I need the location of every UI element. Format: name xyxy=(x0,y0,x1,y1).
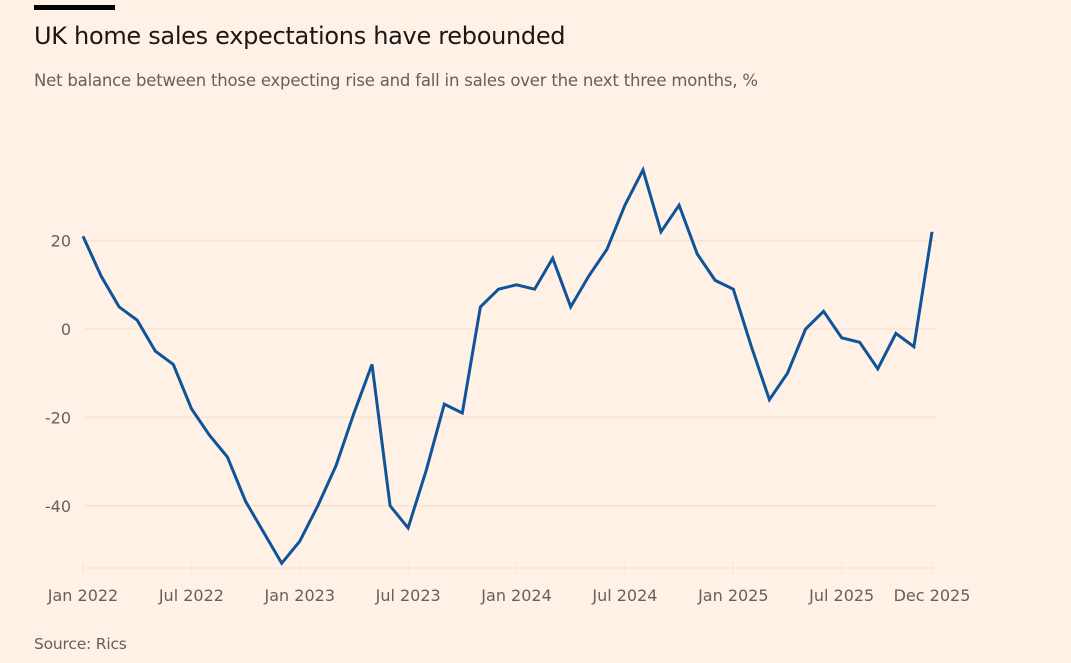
y-tick-label: -20 xyxy=(45,408,71,427)
x-tick-label: Jan 2022 xyxy=(47,586,118,605)
data-point: Jun 2022: -8 xyxy=(169,360,177,368)
data-point: Jul 2023: -45 xyxy=(404,524,412,532)
data-point: Sep 2023: -17 xyxy=(440,400,448,408)
data-point: Nov 2024: 17 xyxy=(693,250,701,258)
data-point: May 2023: -8 xyxy=(368,360,376,368)
data-point: Oct 2022: -39 xyxy=(242,497,250,505)
data-point: May 2025: 0 xyxy=(802,325,810,333)
data-point: Jun 2025: 4 xyxy=(820,307,828,315)
data-point: Sep 2024: 22 xyxy=(657,228,665,236)
data-point: Feb 2022: 12 xyxy=(97,272,105,280)
data-point: Aug 2024: 36 xyxy=(639,166,647,174)
data-point: Dec 2022: -53 xyxy=(278,559,286,567)
data-point: Jan 2023: -48 xyxy=(296,537,304,545)
x-tick-label: Dec 2025 xyxy=(894,586,971,605)
x-tick-label: Jan 2024 xyxy=(480,586,551,605)
series-line xyxy=(81,165,934,566)
y-tick-label: 20 xyxy=(51,232,71,251)
data-point: Dec 2023: 9 xyxy=(494,285,502,293)
data-point: May 2024: 12 xyxy=(585,272,593,280)
data-point: Sep 2022: -29 xyxy=(224,453,232,461)
data-point: Aug 2022: -24 xyxy=(205,431,213,439)
data-point: Jul 2025: -2 xyxy=(838,334,846,342)
data-point: Jul 2022: -18 xyxy=(187,405,195,413)
source-note: Source: Rics xyxy=(34,635,127,653)
y-tick-label: 0 xyxy=(61,320,71,339)
chart-title: UK home sales expectations have rebounde… xyxy=(34,22,566,50)
data-point: Feb 2024: 9 xyxy=(531,285,539,293)
data-point: Jul 2024: 28 xyxy=(621,201,629,209)
x-tick-label: Jul 2023 xyxy=(375,586,441,605)
series-layer: Jan 2022: 21 Feb 2022: 12 Mar 2022: 5 Apr 2… xyxy=(79,165,936,567)
data-point: Jan 2024: 10 xyxy=(513,281,521,289)
data-point: Aug 2025: -3 xyxy=(856,338,864,346)
data-point: May 2022: -5 xyxy=(151,347,159,355)
x-tick-label: Jul 2024 xyxy=(591,586,657,605)
x-axis-ticks: Jan 2022 Jul 2022 Jan 2023 Jul 2023 Jan 2024… xyxy=(47,562,971,605)
data-point: Mar 2024: 16 xyxy=(549,254,557,262)
x-tick-label: Jan 2023 xyxy=(264,586,335,605)
data-point: Nov 2025: -4 xyxy=(910,343,918,351)
data-point: Jun 2024: 18 xyxy=(603,245,611,253)
data-point: Oct 2023: -19 xyxy=(458,409,466,417)
gridlines xyxy=(85,239,936,569)
data-point: Feb 2025: -4 xyxy=(747,343,755,351)
data-point: Mar 2023: -31 xyxy=(332,462,340,470)
y-tick-label: -40 xyxy=(45,497,71,516)
data-point: Apr 2024: 5 xyxy=(567,303,575,311)
data-point: Sep 2025: -9 xyxy=(874,365,882,373)
data-point: Apr 2022: 2 xyxy=(133,316,141,324)
data-point: Jan 2025: 9 xyxy=(729,285,737,293)
data-point: Oct 2024: 28 xyxy=(675,201,683,209)
data-point: Apr 2023: -19 xyxy=(350,409,358,417)
data-point: Mar 2022: 5 xyxy=(115,303,123,311)
data-point: Nov 2023: 5 xyxy=(476,303,484,311)
data-point: Aug 2023: -32 xyxy=(422,466,430,474)
data-point: Nov 2022: -46 xyxy=(260,528,268,536)
x-tick-label: Jan 2025 xyxy=(697,586,768,605)
x-tick-label: Jul 2022 xyxy=(158,586,224,605)
chart-subtitle: Net balance between those expecting rise… xyxy=(34,71,758,90)
data-point: Mar 2025: -16 xyxy=(765,396,773,404)
y-axis-ticks: 20 0 -20 -40 xyxy=(45,232,71,516)
data-point: Dec 2025: 22 xyxy=(928,228,936,236)
brand-bar xyxy=(34,5,115,10)
data-point: Dec 2024: 11 xyxy=(711,276,719,284)
data-point: Jan 2022: 21 xyxy=(79,232,87,240)
data-point: Oct 2025: -1 xyxy=(892,329,900,337)
data-point: Jun 2023: -40 xyxy=(386,502,394,510)
data-point: Feb 2023: -40 xyxy=(314,502,322,510)
x-tick-label: Jul 2025 xyxy=(808,586,874,605)
data-point: Apr 2025: -10 xyxy=(783,369,791,377)
